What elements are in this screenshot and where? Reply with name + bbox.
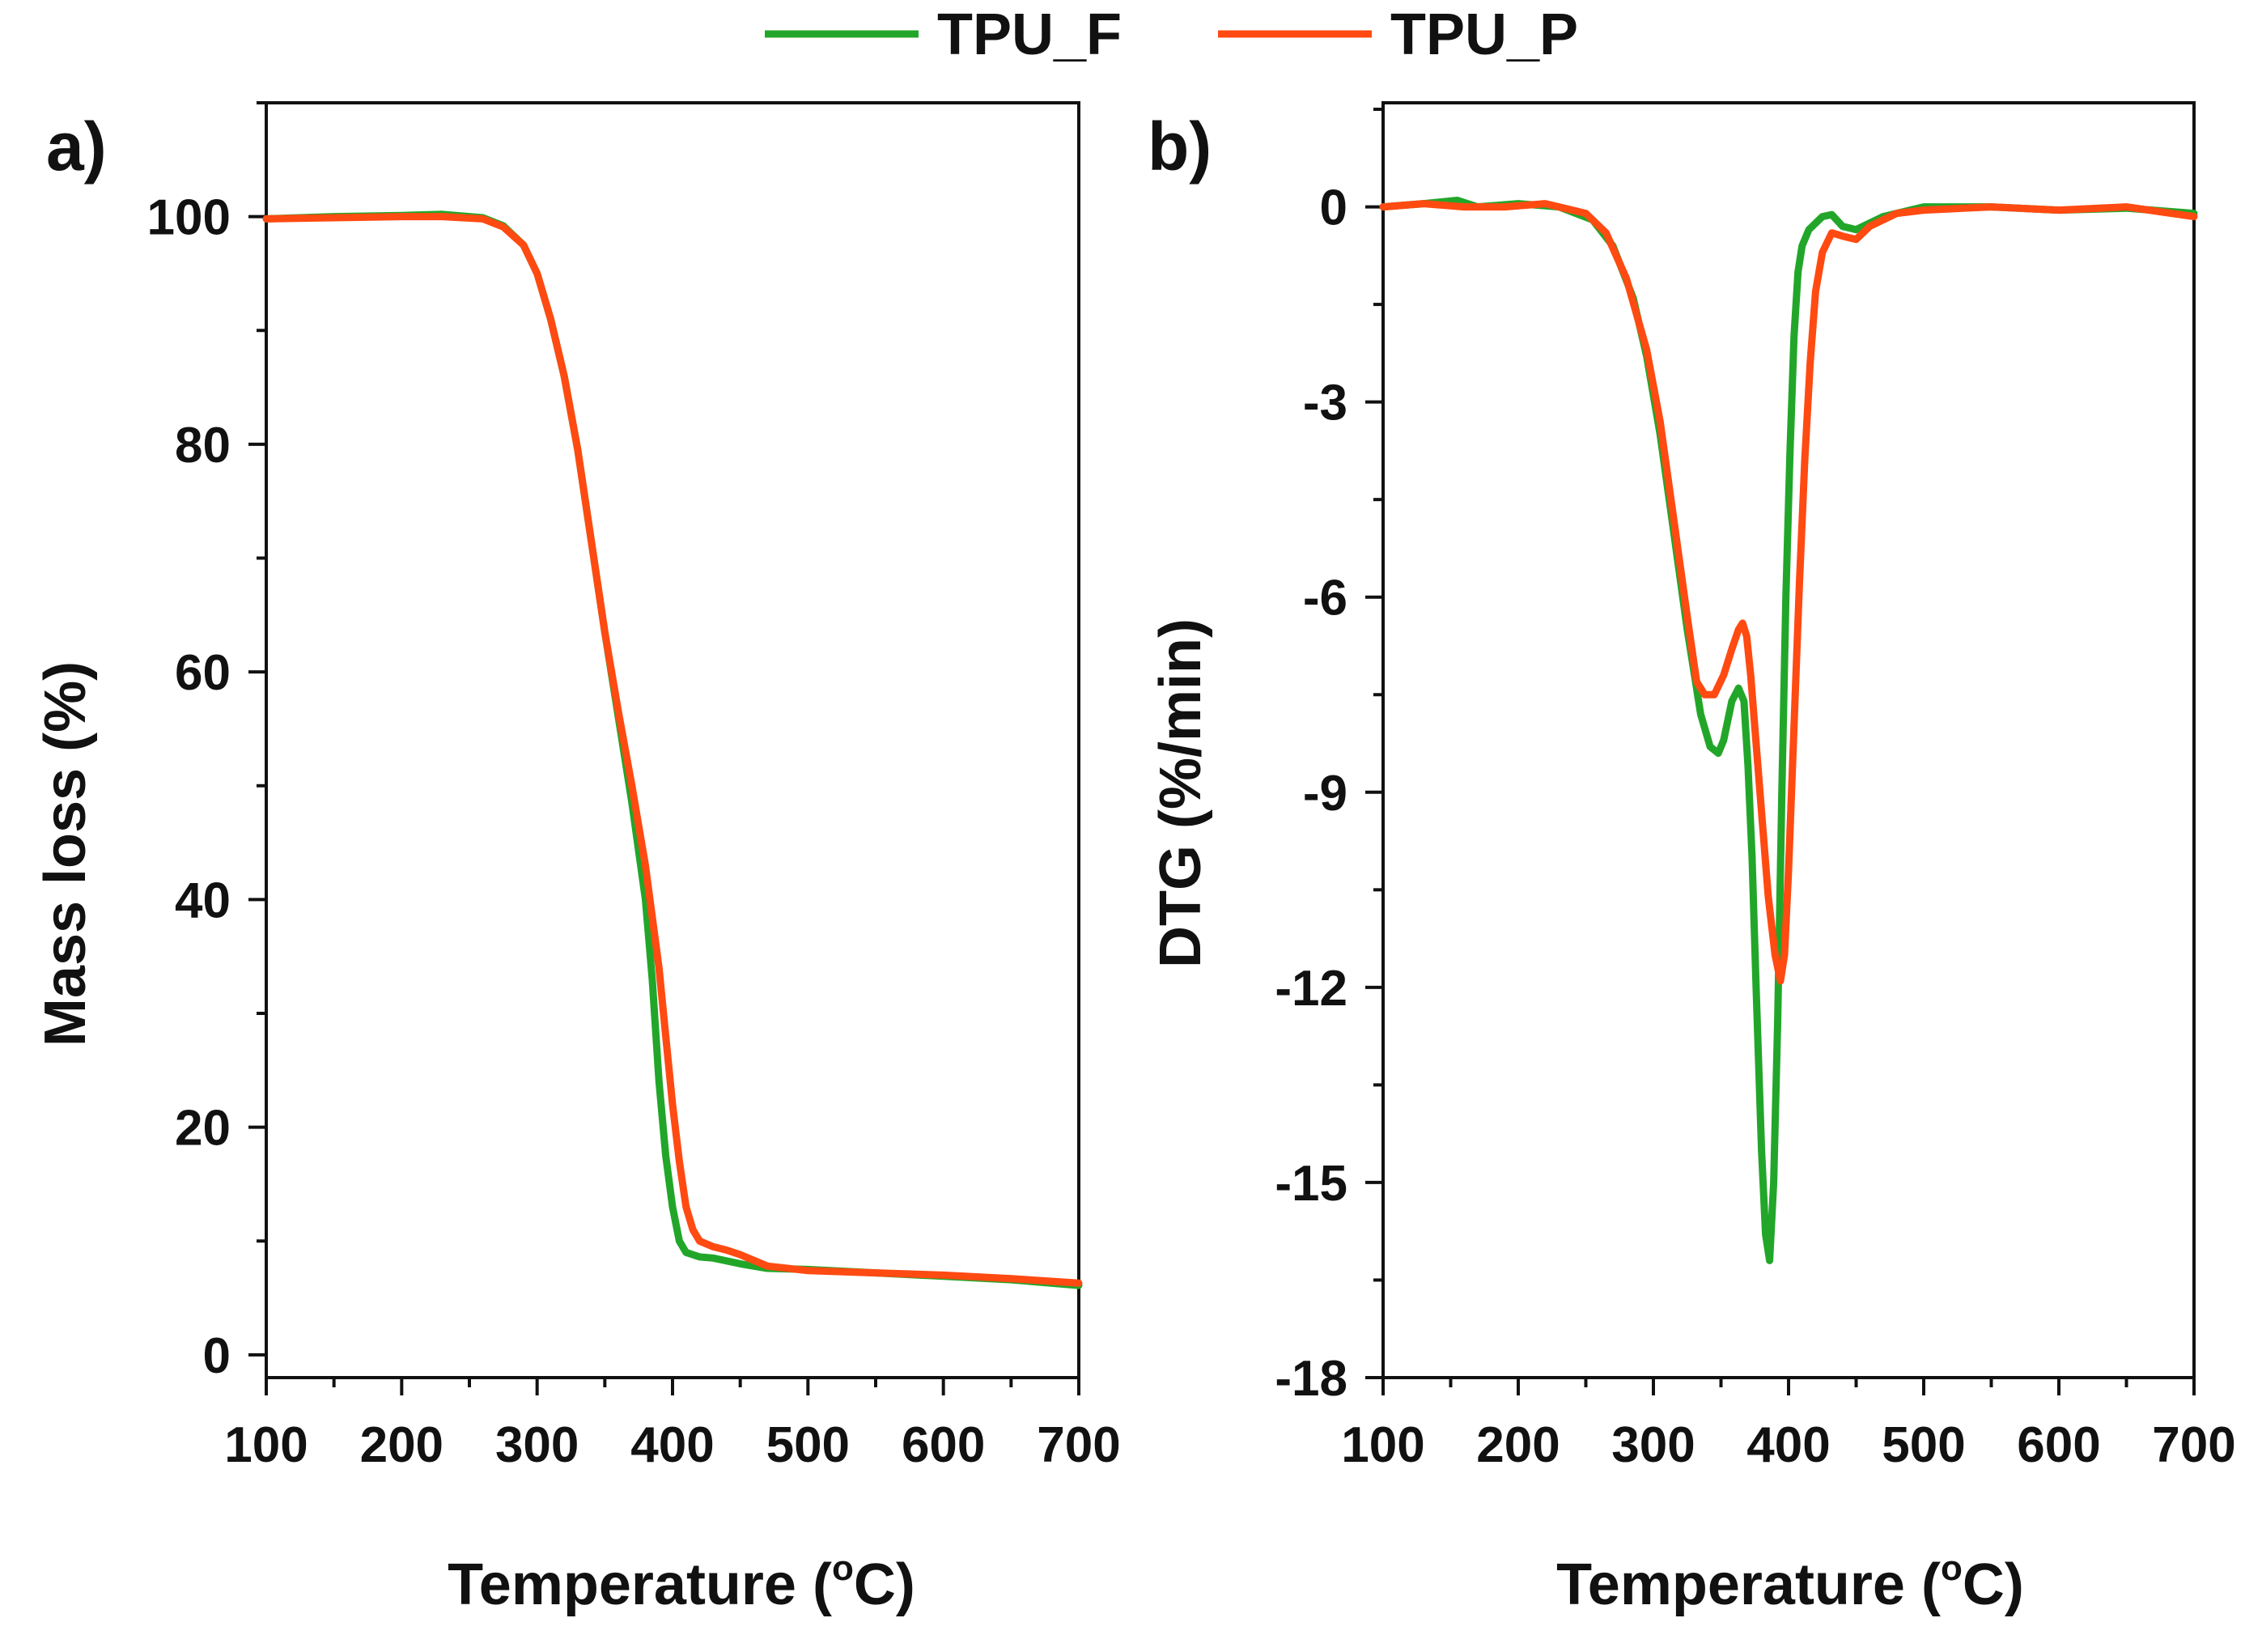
x-tick-label: 200 bbox=[1476, 1417, 1560, 1473]
x-axis-title-a: Temperature (oC) bbox=[448, 1548, 915, 1617]
x-axis-title-main: Temperature ( bbox=[448, 1552, 832, 1617]
legend-label-tpu-f: TPU_F bbox=[937, 2, 1122, 67]
y-tick-label: -3 bbox=[1303, 376, 1347, 431]
x-tick-label: 700 bbox=[2152, 1417, 2235, 1473]
x-axis-title-end: C) bbox=[854, 1552, 915, 1617]
axis-ticks: 100 200 300 400 500 600 700 0 20 40 60 80 100 bbox=[147, 101, 1121, 1473]
y-tick-label: -12 bbox=[1275, 961, 1347, 1017]
x-tick-label: 400 bbox=[1746, 1417, 1830, 1473]
series-group bbox=[262, 210, 1083, 1289]
x-tick-label: 600 bbox=[902, 1417, 985, 1473]
y-tick-label: -15 bbox=[1275, 1156, 1347, 1212]
series-group bbox=[1379, 197, 2198, 1264]
legend: TPU_F TPU_P bbox=[765, 2, 1578, 67]
x-tick-label: 200 bbox=[360, 1417, 443, 1473]
y-axis-title-b: DTG (%/min) bbox=[1148, 618, 1213, 968]
series-line-tpu-p bbox=[1379, 200, 2198, 985]
y-tick-label: 80 bbox=[175, 418, 231, 474]
degree-superscript: o bbox=[832, 1548, 854, 1588]
y-tick-label: -9 bbox=[1303, 766, 1347, 822]
legend-label-tpu-p: TPU_P bbox=[1390, 2, 1578, 67]
x-tick-label: 400 bbox=[630, 1417, 714, 1473]
y-tick-label: 60 bbox=[175, 645, 231, 701]
panel-label-a: a) bbox=[46, 108, 107, 185]
degree-superscript: o bbox=[1941, 1548, 1963, 1588]
x-tick-label: 100 bbox=[1341, 1417, 1424, 1473]
x-tick-label: 700 bbox=[1037, 1417, 1120, 1473]
x-tick-label: 600 bbox=[2017, 1417, 2100, 1473]
plot-frame bbox=[1381, 101, 2196, 1379]
y-tick-label: 20 bbox=[175, 1101, 231, 1157]
y-tick-label: -6 bbox=[1303, 571, 1347, 626]
panel-b-dtg: 100 200 300 400 500 600 700 0 -3 -6 -9 -12 -15 -18 b)… bbox=[1148, 101, 2236, 1617]
x-tick-label: 100 bbox=[224, 1417, 308, 1473]
y-tick-label: 0 bbox=[1320, 180, 1347, 236]
x-tick-label: 500 bbox=[766, 1417, 850, 1473]
y-tick-label: 100 bbox=[147, 190, 231, 246]
y-tick-label: 40 bbox=[175, 873, 231, 928]
y-axis-title-a: Mass loss (%) bbox=[33, 661, 98, 1047]
axis-ticks: 100 200 300 400 500 600 700 0 -3 -6 -9 -12 -15 -18 bbox=[1275, 108, 2236, 1473]
x-axis-title-end: C) bbox=[1963, 1552, 2024, 1617]
x-axis-title-main: Temperature ( bbox=[1556, 1552, 1941, 1617]
series-line-tpu-p bbox=[262, 213, 1083, 1287]
panel-label-b: b) bbox=[1148, 108, 1212, 185]
x-axis-title-b: Temperature (oC) bbox=[1556, 1548, 2024, 1617]
x-tick-label: 300 bbox=[495, 1417, 579, 1473]
y-tick-label: -18 bbox=[1275, 1351, 1347, 1407]
x-tick-label: 500 bbox=[1882, 1417, 1965, 1473]
y-tick-label: 0 bbox=[203, 1328, 231, 1384]
panel-a-mass-loss: 100 200 300 400 500 600 700 0 20 40 60 80 100 a) Mas… bbox=[33, 101, 1121, 1617]
x-tick-label: 300 bbox=[1611, 1417, 1695, 1473]
series-line-tpu-f bbox=[1379, 197, 2198, 1264]
